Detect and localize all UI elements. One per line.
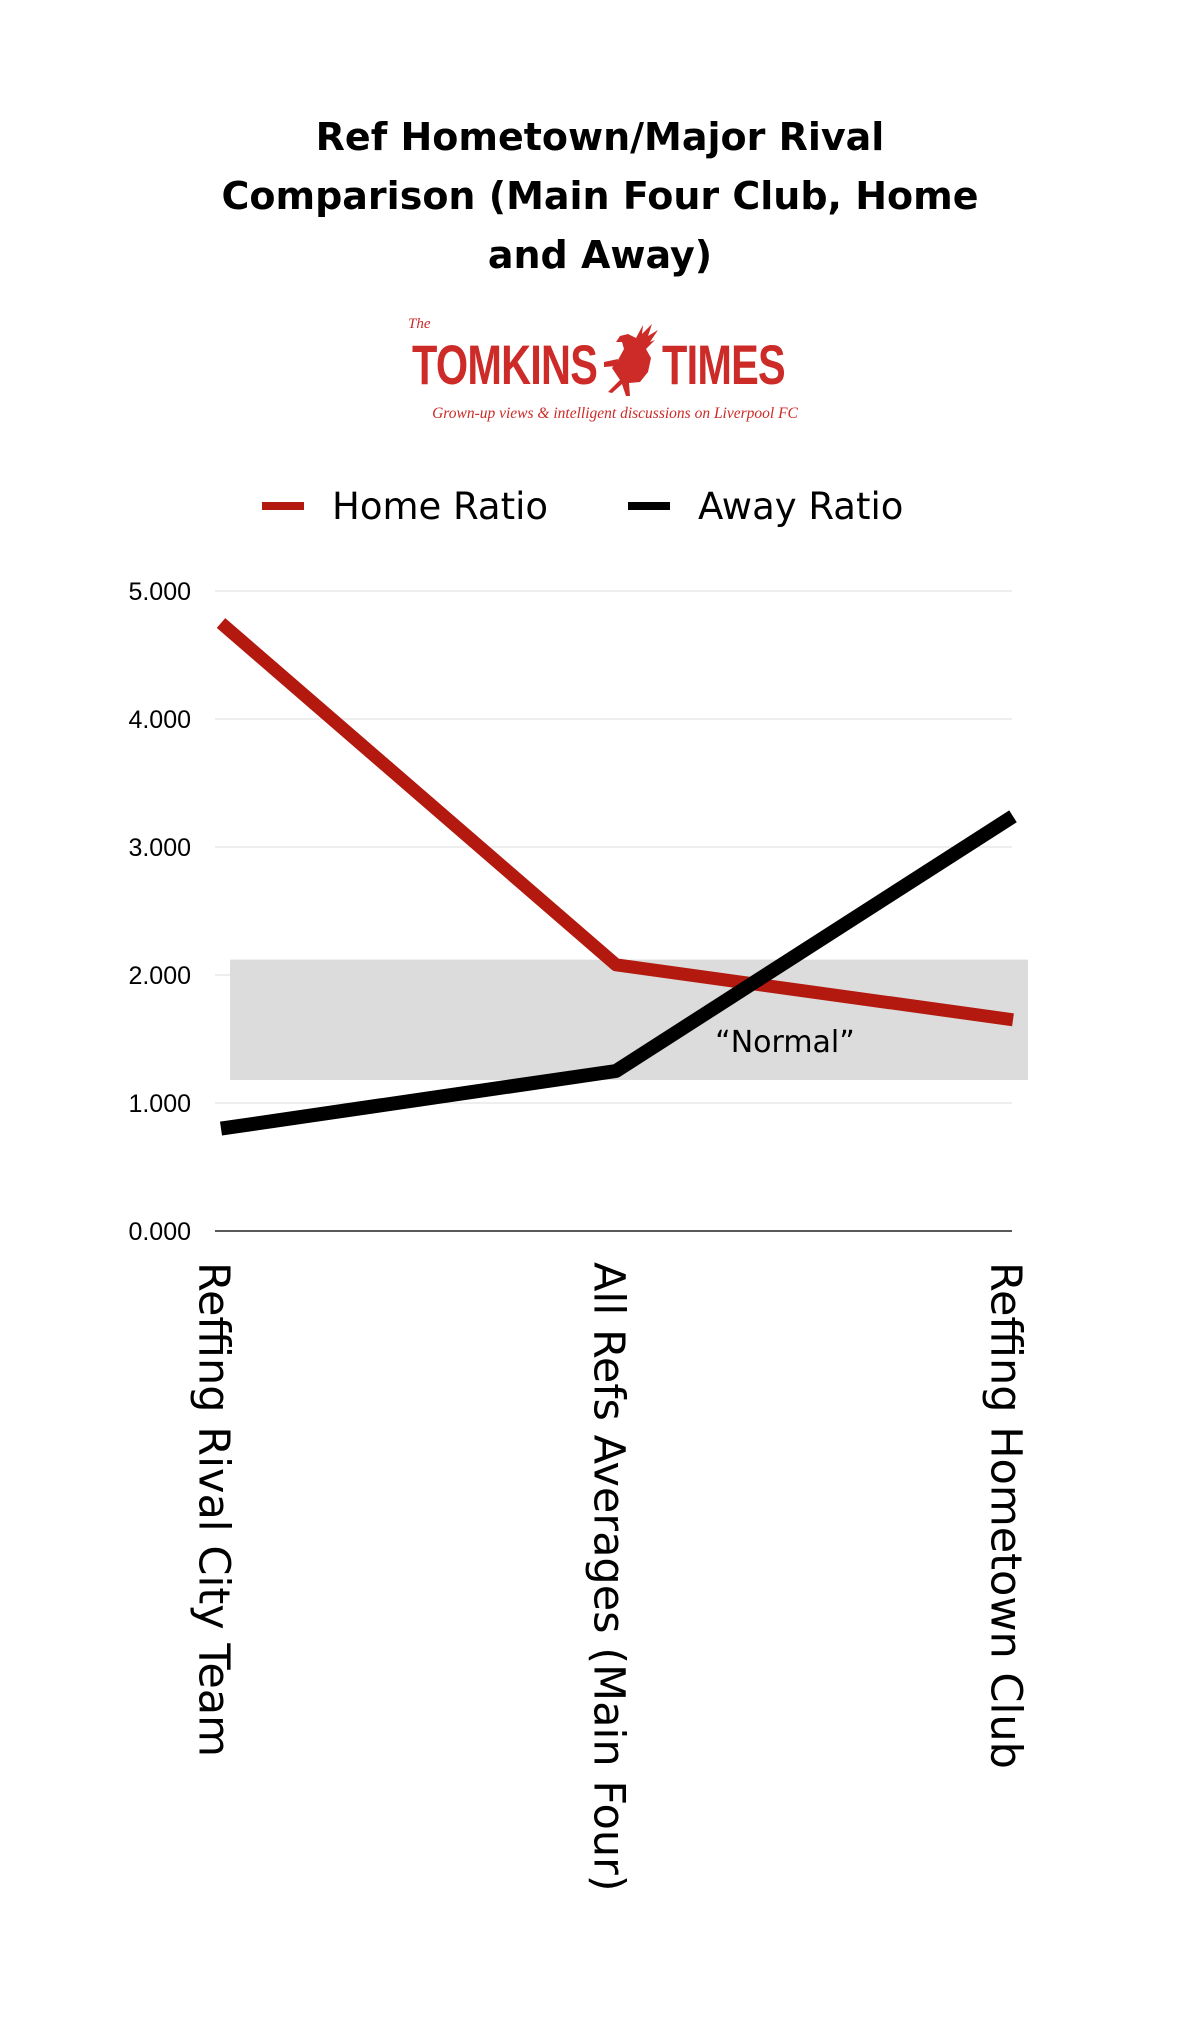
legend-item-away: Away Ratio <box>628 478 903 534</box>
x-tick-label: Reffing Hometown Club <box>981 1262 1031 1769</box>
data-point-home-0 <box>220 622 222 624</box>
data-point-away-2 <box>1012 815 1014 817</box>
series-line-home <box>216 618 1014 1027</box>
x-tick-label: Reffing Rival City Team <box>189 1262 239 1757</box>
legend-label-home: Home Ratio <box>332 484 549 528</box>
data-point-away-1 <box>615 1070 617 1072</box>
series-line-away <box>219 810 1017 1136</box>
liverbird-icon <box>604 324 658 396</box>
logo-the: The <box>408 316 431 332</box>
chart-title-line-2: Comparison (Main Four Club, Home <box>221 174 979 218</box>
legend-label-away: Away Ratio <box>698 484 904 528</box>
chart-title-line-3: and Away) <box>487 233 713 277</box>
chart-title: Ref Hometown/Major Rival Comparison (Mai… <box>200 108 1000 285</box>
legend-swatch-home <box>262 502 304 510</box>
chart-title-line-1: Ref Hometown/Major Rival <box>315 115 885 159</box>
y-tick-label: 5.000 <box>128 578 191 606</box>
logo-word-left: TOMKINS <box>412 333 598 396</box>
y-tick-label: 0.000 <box>128 1218 191 1246</box>
chart-legend: Home Ratio Away Ratio <box>0 478 1202 534</box>
tomkins-times-logo: The TOMKINS TIMES Grown-up views & intel… <box>400 312 830 427</box>
logo-word-right: TIMES <box>662 333 786 396</box>
normal-band-label: “Normal” <box>715 1025 855 1060</box>
logo-tagline: Grown-up views & intelligent discussions… <box>432 405 798 422</box>
y-tick-label: 4.000 <box>128 706 191 734</box>
data-point-away-0 <box>220 1128 222 1130</box>
x-tick-label: All Refs Averages (Main Four) <box>584 1262 634 1892</box>
data-point-home-1 <box>615 964 617 966</box>
legend-swatch-away <box>628 502 670 510</box>
y-tick-label: 2.000 <box>128 962 191 990</box>
data-point-home-2 <box>1012 1019 1014 1021</box>
y-tick-label: 1.000 <box>128 1090 191 1118</box>
legend-item-home: Home Ratio <box>262 478 548 534</box>
y-tick-label: 3.000 <box>128 834 191 862</box>
